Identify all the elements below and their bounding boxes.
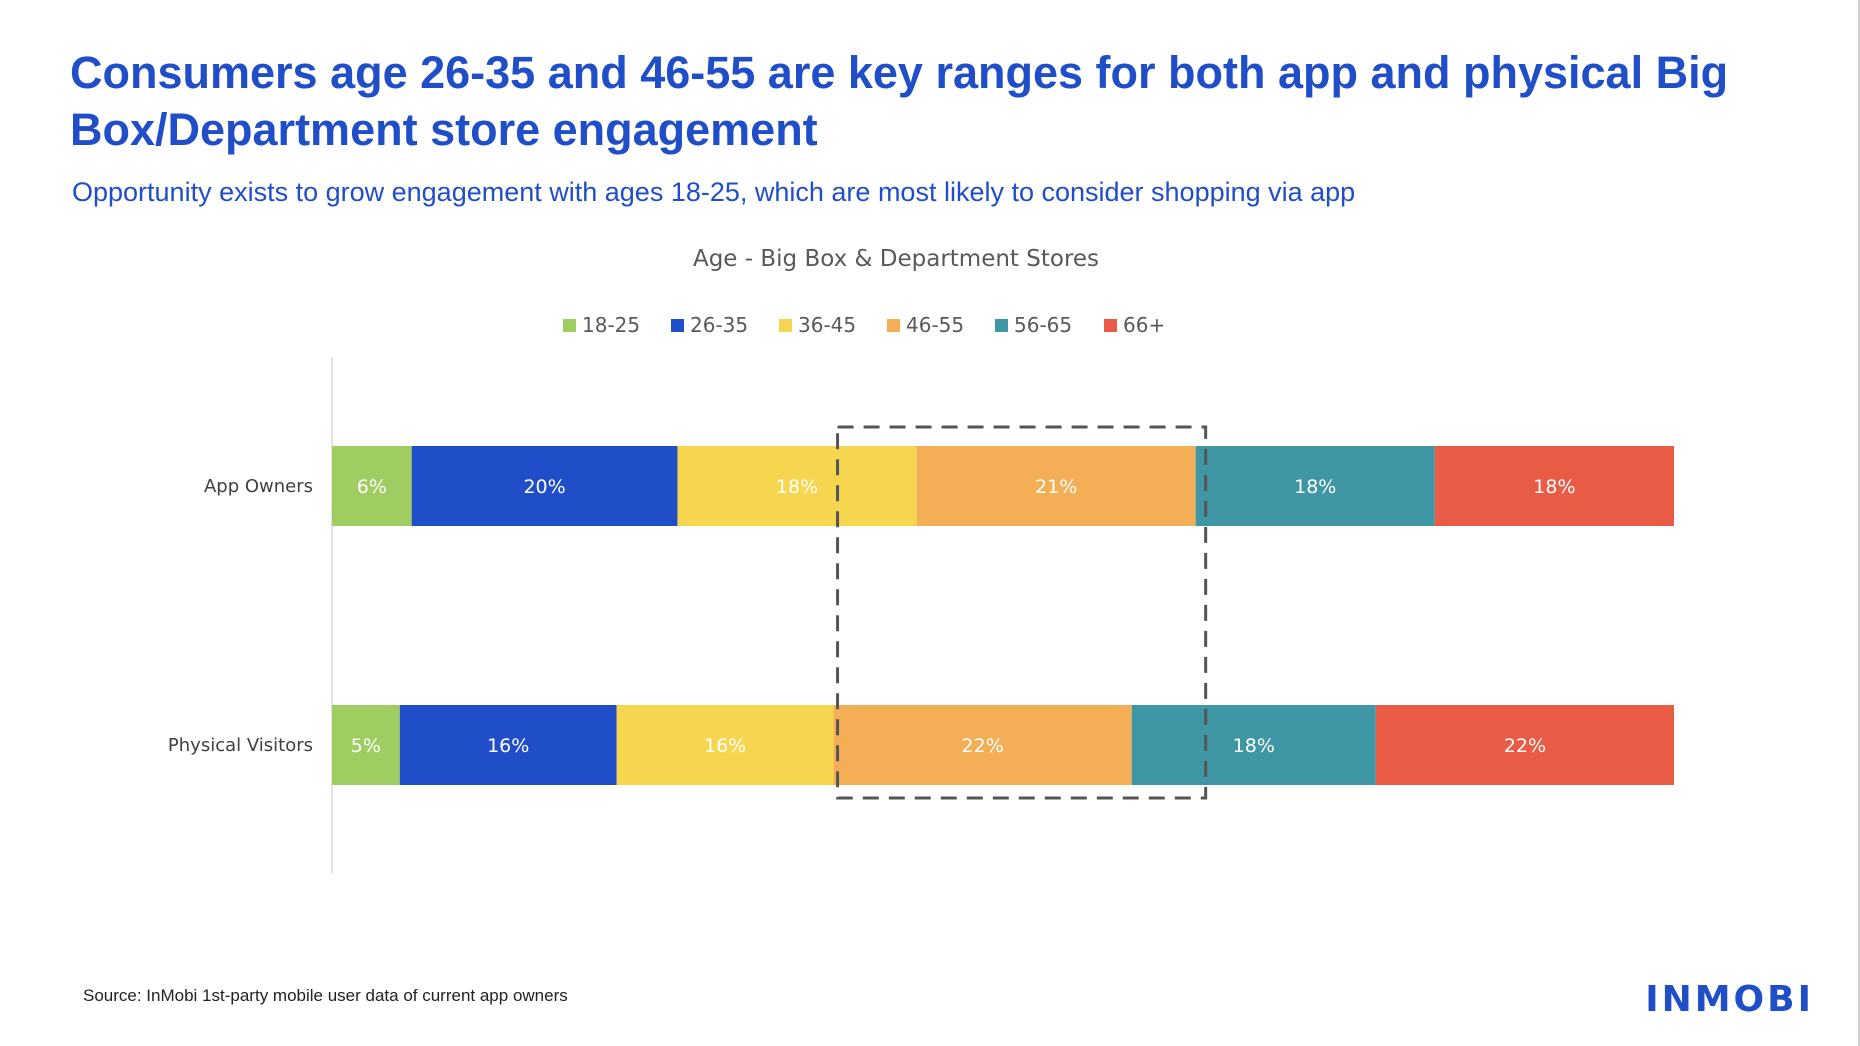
bar-label-18-25: 5% <box>351 735 381 757</box>
bar-segment-46-55 <box>916 446 1196 526</box>
bar-label-66+: 18% <box>1533 476 1575 498</box>
legend-swatch-26-35 <box>671 319 684 332</box>
legend-swatch-36-45 <box>779 319 792 332</box>
bar-label-56-65: 18% <box>1294 476 1336 498</box>
bar-segment-36-45 <box>616 705 834 785</box>
bar-label-46-55: 21% <box>1035 476 1077 498</box>
bar-label-36-45: 16% <box>704 735 746 757</box>
legend-swatch-56-65 <box>995 319 1008 332</box>
bar-label-66+: 22% <box>1504 735 1546 757</box>
inmobi-logo: INMOBI <box>1645 979 1814 1020</box>
legend-label-46-55: 46-55 <box>906 313 964 337</box>
chart-legend: 18-25 26-35 36-45 46-55 56-65 66+ <box>563 313 1165 337</box>
source-note: Source: InMobi 1st-party mobile user dat… <box>83 986 568 1005</box>
slide-edge-divider <box>1858 0 1860 1046</box>
bar-segment-46-55 <box>833 705 1132 785</box>
bar-label-18-25: 6% <box>357 476 387 498</box>
slide-title: Consumers age 26-35 and 46-55 are key ra… <box>70 47 1729 155</box>
legend-swatch-66+ <box>1104 319 1117 332</box>
category-labels: App Owners Physical Visitors <box>168 476 313 756</box>
bar-label-36-45: 18% <box>776 476 818 498</box>
bar-segments <box>332 446 1674 785</box>
legend-label-56-65: 56-65 <box>1014 313 1072 337</box>
legend-label-36-45: 36-45 <box>798 313 856 337</box>
legend-label-66+: 66+ <box>1123 313 1165 337</box>
bar-data-labels: 6% 20% 18% 21% 18% 18% 5% 16% 16% 22% 18% 22% <box>351 476 1576 757</box>
bar-segment-26-35 <box>399 705 617 785</box>
category-label: Physical Visitors <box>168 735 313 756</box>
slide-subtitle: Opportunity exists to grow engagement wi… <box>72 177 1356 207</box>
bar-segment-66+ <box>1434 446 1674 526</box>
bar-segment-56-65 <box>1195 446 1435 526</box>
legend-swatch-18-25 <box>563 319 576 332</box>
bar-label-56-65: 18% <box>1233 735 1275 757</box>
bar-segment-18-25 <box>332 705 400 785</box>
category-label: App Owners <box>204 476 313 497</box>
legend-label-18-25: 18-25 <box>582 313 640 337</box>
legend-swatch-46-55 <box>887 319 900 332</box>
bar-label-26-35: 16% <box>487 735 529 757</box>
bar-segment-26-35 <box>411 446 678 526</box>
bar-segment-66+ <box>1375 705 1674 785</box>
highlight-dashed-box <box>836 425 1208 800</box>
bar-segment-36-45 <box>677 446 917 526</box>
chart-title: Age - Big Box & Department Stores <box>693 246 1099 272</box>
bar-label-26-35: 20% <box>523 476 565 498</box>
bar-label-46-55: 22% <box>962 735 1004 757</box>
bar-segment-56-65 <box>1131 705 1376 785</box>
legend-label-26-35: 26-35 <box>690 313 748 337</box>
bar-segment-18-25 <box>332 446 412 526</box>
